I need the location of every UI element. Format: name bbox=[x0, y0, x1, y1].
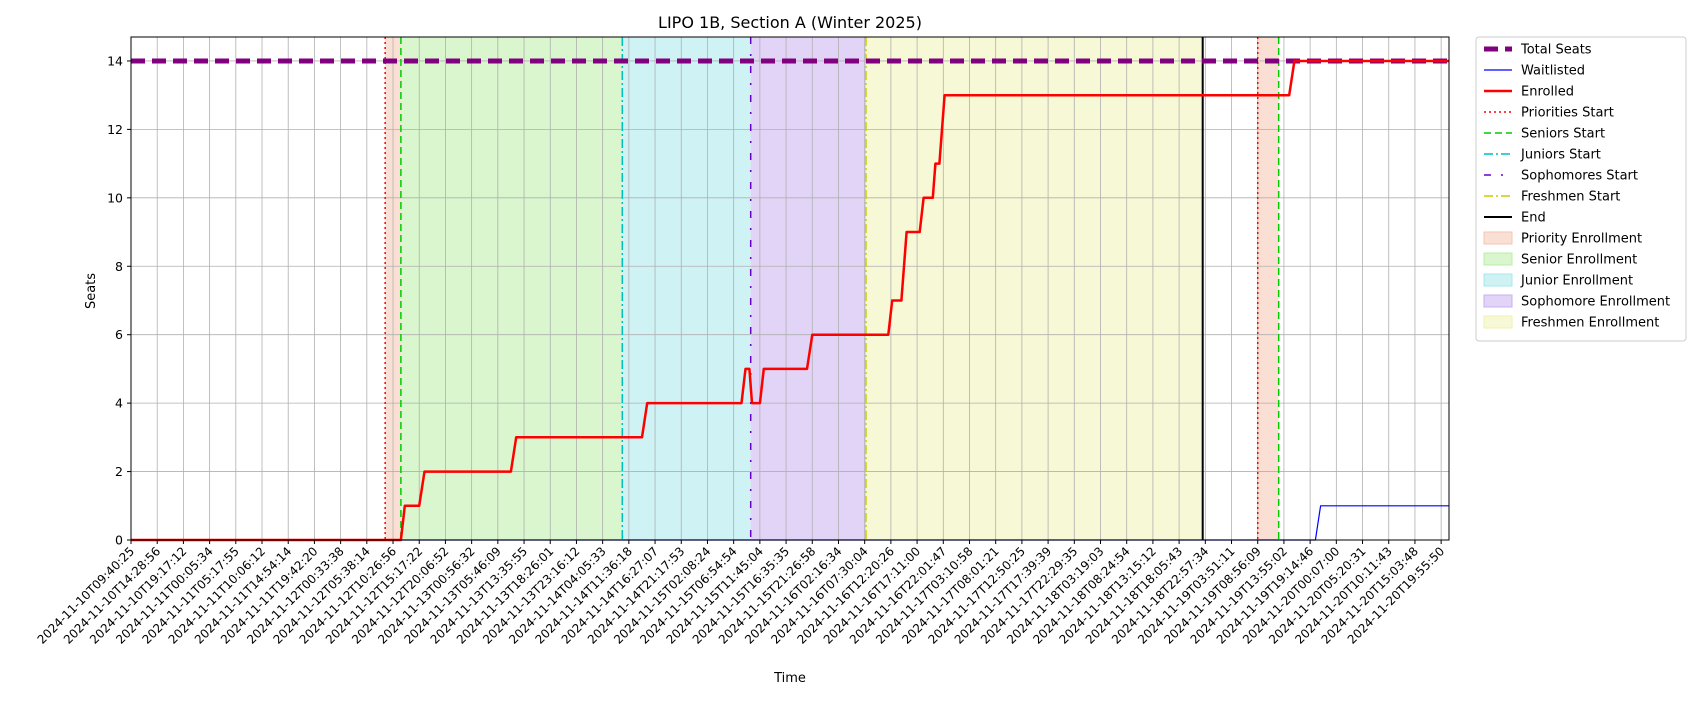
legend-label-seniors-start: Seniors Start bbox=[1521, 127, 1605, 142]
y-axis-label: Seats bbox=[84, 273, 99, 309]
legend-label-end: End bbox=[1521, 211, 1546, 226]
y-tick-label: 12 bbox=[107, 122, 123, 137]
series-enrolled bbox=[131, 59, 1449, 542]
region-priority-enrollment bbox=[1257, 37, 1279, 540]
legend-label-priorities-start: Priorities Start bbox=[1521, 106, 1614, 121]
legend-label-sophomores-start: Sophomores Start bbox=[1521, 169, 1638, 184]
legend-label-priority-enrollment: Priority Enrollment bbox=[1521, 232, 1642, 247]
legend-swatch-priority-enrollment bbox=[1483, 231, 1513, 245]
legend-swatch-freshmen-enrollment bbox=[1483, 315, 1513, 329]
legend-label-waitlisted: Waitlisted bbox=[1521, 64, 1585, 79]
legend-label-sophomore-enrollment: Sophomore Enrollment bbox=[1521, 295, 1670, 310]
legend-swatch-senior-enrollment bbox=[1483, 252, 1513, 266]
y-tick-label: 4 bbox=[115, 396, 123, 411]
y-tick-label: 14 bbox=[107, 53, 123, 68]
legend-label-freshmen-enrollment: Freshmen Enrollment bbox=[1521, 316, 1659, 331]
legend: Total Seats Waitlisted Enrolled Priorities … bbox=[1475, 36, 1687, 342]
y-tick-label: 10 bbox=[107, 190, 123, 205]
region-freshmen-enrollment bbox=[865, 37, 1203, 540]
y-tick-label: 8 bbox=[115, 259, 123, 274]
legend-label-junior-enrollment: Junior Enrollment bbox=[1520, 274, 1633, 289]
legend-label-senior-enrollment: Senior Enrollment bbox=[1521, 253, 1637, 268]
y-tick-label: 6 bbox=[115, 327, 123, 342]
legend-swatch-sophomore-enrollment bbox=[1483, 294, 1513, 308]
legend-label-enrolled: Enrolled bbox=[1521, 85, 1574, 100]
enrollment-period-regions bbox=[385, 37, 1279, 540]
region-sophomore-enrollment bbox=[750, 37, 866, 540]
region-junior-enrollment bbox=[622, 37, 751, 540]
legend-label-juniors-start: Juniors Start bbox=[1520, 148, 1601, 163]
plot-frame bbox=[130, 36, 1450, 541]
legend-label-total-seats: Total Seats bbox=[1520, 43, 1592, 58]
x-axis-label: Time bbox=[773, 671, 806, 686]
legend-label-freshmen-start: Freshmen Start bbox=[1521, 190, 1620, 205]
legend-box bbox=[1475, 36, 1687, 342]
region-senior-enrollment bbox=[400, 37, 623, 540]
y-tick-label: 2 bbox=[115, 464, 123, 479]
chart-title: LIPO 1B, Section A (Winter 2025) bbox=[658, 13, 922, 32]
legend-swatch-junior-enrollment bbox=[1483, 273, 1513, 287]
period-start-markers bbox=[384, 37, 1280, 540]
y-tick-label: 0 bbox=[115, 533, 123, 548]
